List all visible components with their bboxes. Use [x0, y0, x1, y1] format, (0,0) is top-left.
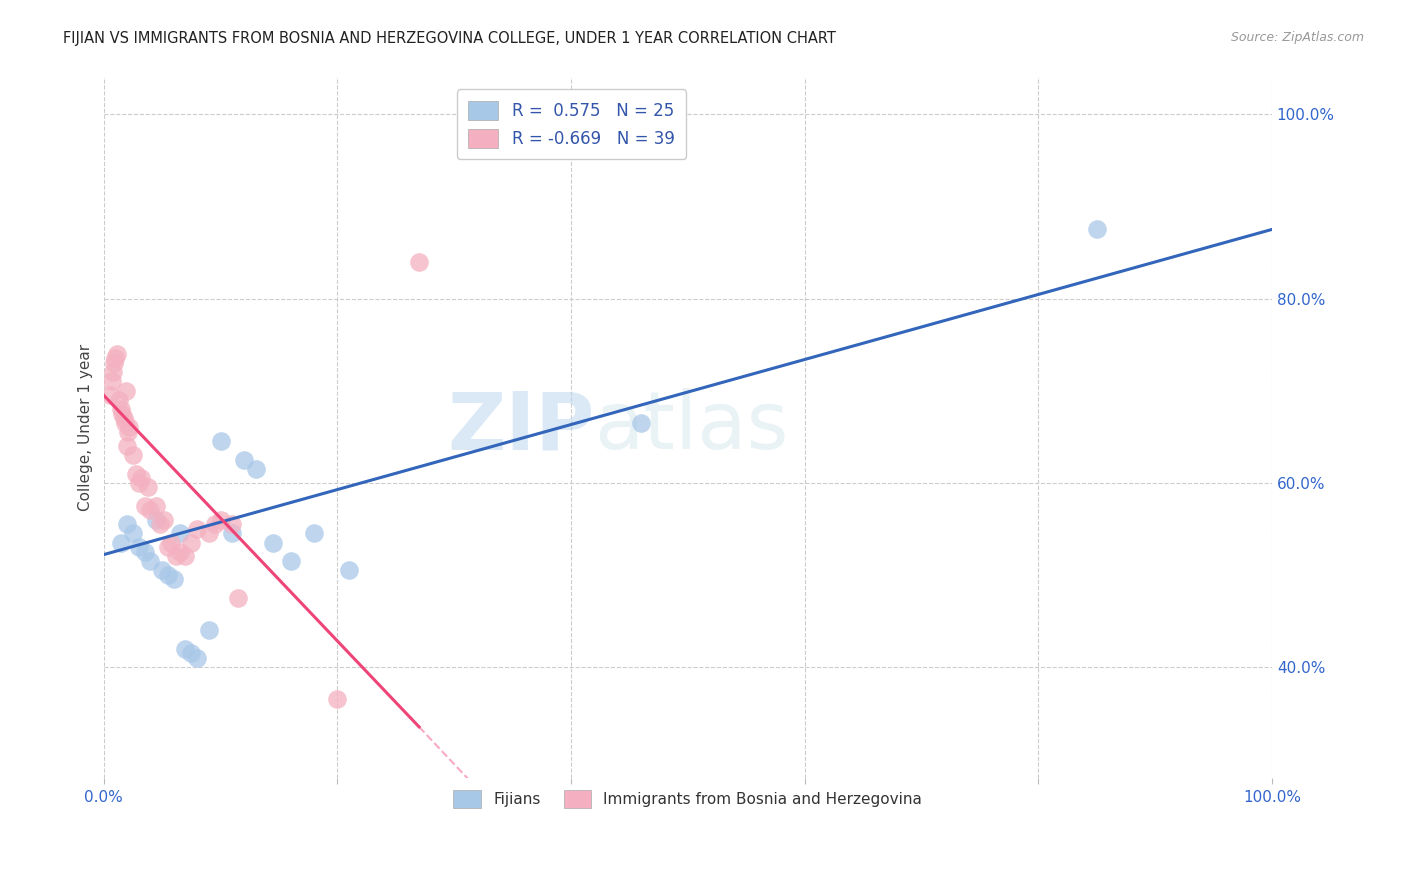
Point: [111, 407, 134, 421]
Point: [156, 567, 179, 582]
Point: [139, 503, 162, 517]
Point: [165, 549, 187, 564]
Point: [115, 384, 138, 398]
Y-axis label: College, Under 1 year: College, Under 1 year: [79, 344, 93, 511]
Text: FIJIAN VS IMMIGRANTS FROM BOSNIA AND HERZEGOVINA COLLEGE, UNDER 1 YEAR CORRELATI: FIJIAN VS IMMIGRANTS FROM BOSNIA AND HER…: [63, 31, 837, 46]
Point: [136, 480, 159, 494]
Point: [198, 526, 221, 541]
Point: [163, 573, 186, 587]
Point: [180, 535, 202, 549]
Point: [204, 517, 226, 532]
Point: [209, 513, 232, 527]
Point: [630, 416, 652, 430]
Point: [153, 513, 176, 527]
Text: ZIP: ZIP: [447, 389, 595, 467]
Point: [150, 563, 173, 577]
Point: [408, 254, 430, 268]
Point: [108, 392, 131, 407]
Point: [160, 535, 183, 549]
Point: [103, 356, 125, 370]
Point: [98, 388, 121, 402]
Point: [209, 434, 232, 449]
Point: [101, 375, 124, 389]
Point: [149, 517, 172, 532]
Point: [101, 365, 124, 379]
Point: [105, 347, 128, 361]
Text: atlas: atlas: [595, 389, 789, 467]
Point: [114, 416, 136, 430]
Point: [110, 535, 132, 549]
Point: [221, 517, 243, 532]
Point: [128, 541, 150, 555]
Point: [245, 462, 267, 476]
Point: [326, 692, 349, 706]
Point: [110, 402, 132, 417]
Point: [186, 650, 208, 665]
Point: [226, 591, 249, 605]
Point: [198, 623, 221, 637]
Point: [134, 545, 156, 559]
Legend: Fijians, Immigrants from Bosnia and Herzegovina: Fijians, Immigrants from Bosnia and Herz…: [446, 782, 929, 815]
Point: [122, 448, 145, 462]
Point: [221, 526, 243, 541]
Point: [337, 563, 360, 577]
Point: [112, 411, 135, 425]
Point: [186, 522, 208, 536]
Point: [115, 439, 138, 453]
Point: [118, 420, 141, 434]
Point: [129, 471, 152, 485]
Point: [180, 646, 202, 660]
Point: [134, 499, 156, 513]
Point: [1085, 222, 1108, 236]
Point: [115, 517, 138, 532]
Point: [169, 526, 191, 541]
Point: [280, 554, 302, 568]
Point: [122, 526, 145, 541]
Point: [169, 545, 191, 559]
Point: [125, 467, 148, 481]
Point: [174, 549, 197, 564]
Point: [104, 351, 127, 366]
Point: [174, 641, 197, 656]
Point: [117, 425, 139, 439]
Point: [232, 452, 254, 467]
Point: [156, 541, 179, 555]
Point: [128, 475, 150, 490]
Point: [145, 499, 167, 513]
Point: [262, 535, 284, 549]
Point: [145, 513, 167, 527]
Point: [302, 526, 325, 541]
Point: [139, 554, 162, 568]
Text: Source: ZipAtlas.com: Source: ZipAtlas.com: [1230, 31, 1364, 45]
